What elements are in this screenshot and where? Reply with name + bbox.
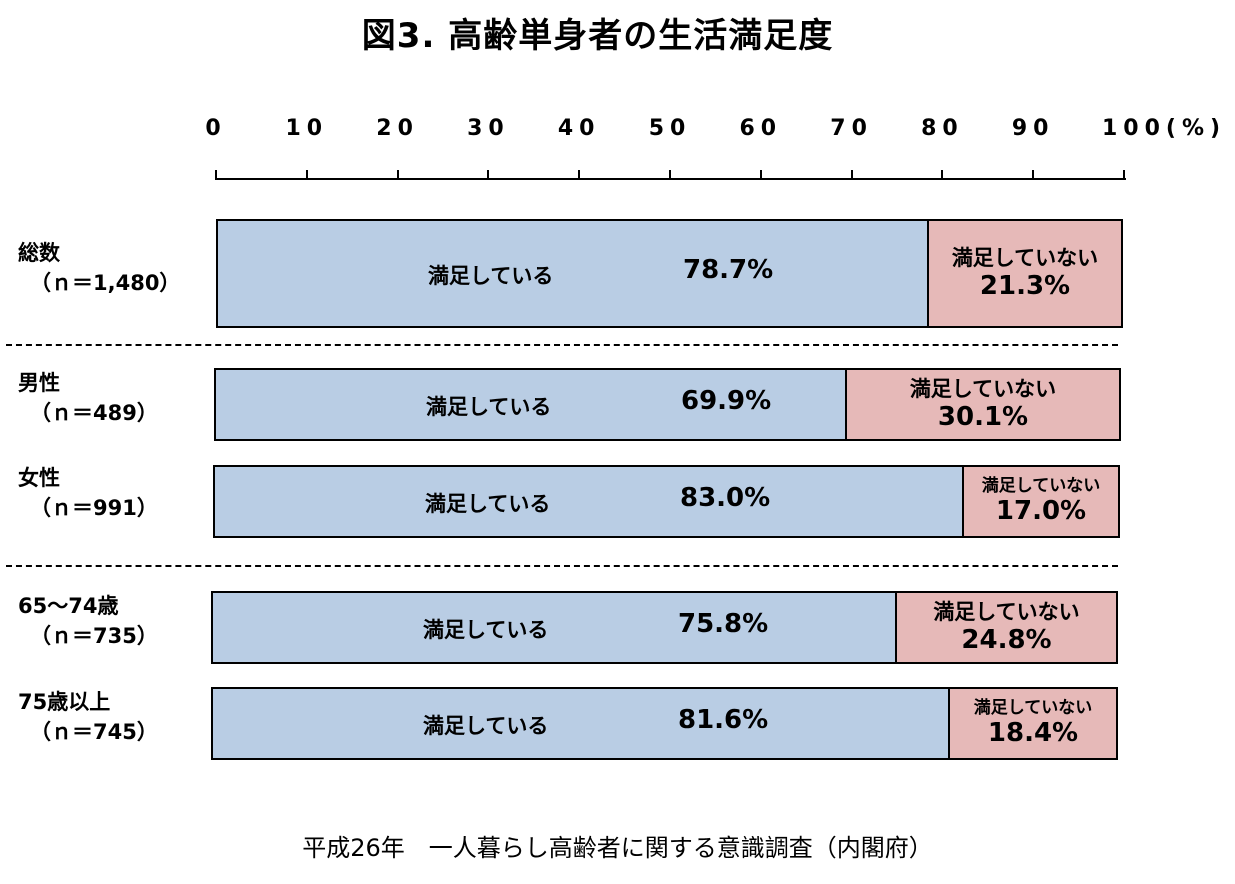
not-satisfied-value-label: 30.1% [937, 401, 1029, 432]
x-tick-label: 10 [285, 116, 329, 141]
bar-segment-not-satisfied: 満足していない 30.1% [847, 370, 1119, 439]
x-tick-mark [396, 170, 399, 180]
group-divider-1 [6, 344, 1118, 346]
stacked-bar: 満足している 83.0% 満足していない 17.0% [213, 465, 1120, 538]
x-tick-mark [759, 170, 762, 180]
source-note: 平成26年 一人暮らし高齢者に関する意識調査（内閣府） [302, 834, 933, 862]
x-tick-label: 70 [830, 116, 873, 141]
x-tick-label: 60 [739, 116, 783, 141]
stacked-bar: 満足している 81.6% 満足していない 18.4% [211, 687, 1118, 760]
x-tick-mark [305, 170, 308, 180]
group-divider-2 [6, 565, 1118, 567]
x-tick-label: 40 [557, 116, 601, 141]
satisfied-value-label: 81.6% [678, 704, 769, 735]
x-tick-mark [850, 170, 853, 180]
bar-segment-satisfied: 満足している 69.9% [216, 370, 847, 439]
x-tick-label: 100(%) [1101, 116, 1227, 141]
x-tick-label: 90 [1011, 116, 1055, 141]
row-label-sample-size: （ｎ＝735） [30, 624, 158, 648]
row-label-sample-size: （ｎ＝489） [30, 401, 158, 425]
not-satisfied-value-label: 21.3% [979, 270, 1071, 301]
row-label: 女性 （ｎ＝991） [18, 463, 158, 523]
not-satisfied-series-label: 満足していない [973, 697, 1093, 718]
satisfied-value-label: 75.8% [678, 608, 769, 639]
x-axis-line [216, 178, 1126, 180]
x-tick-label: 0 [205, 116, 227, 141]
row-label-sample-size: （ｎ＝1,480） [30, 271, 181, 295]
x-tick-label: 50 [648, 116, 692, 141]
x-tick-mark [1032, 170, 1035, 180]
not-satisfied-series-label: 満足していない [981, 475, 1101, 496]
satisfied-value-label: 69.9% [681, 385, 772, 416]
row-label: 75歳以上 （ｎ＝745） [18, 687, 158, 747]
stacked-bar: 満足している 75.8% 満足していない 24.8% [211, 591, 1118, 664]
not-satisfied-value-label: 24.8% [961, 624, 1052, 655]
not-satisfied-series-label: 満足していない [951, 245, 1099, 270]
satisfied-series-label: 満足している [423, 713, 549, 738]
bar-segment-not-satisfied: 満足していない 24.8% [897, 593, 1116, 662]
row-label-name: 総数 [18, 241, 60, 265]
row-label: 65～74歳 （ｎ＝735） [18, 591, 158, 651]
row-label-name: 65～74歳 [18, 594, 119, 618]
x-tick-label: 20 [376, 116, 419, 141]
satisfied-value-label: 83.0% [680, 482, 771, 513]
x-tick-mark [215, 170, 217, 180]
bar-segment-not-satisfied: 満足していない 21.3% [929, 221, 1121, 326]
row-label: 総数 （ｎ＝1,480） [18, 238, 180, 298]
not-satisfied-series-label: 満足していない [933, 599, 1080, 624]
x-tick-mark [487, 170, 490, 180]
not-satisfied-series-label: 満足していない [909, 376, 1057, 401]
x-tick-mark [941, 170, 944, 180]
row-label-sample-size: （ｎ＝991） [30, 496, 158, 520]
x-tick-mark [669, 170, 671, 180]
satisfied-series-label: 満足している [428, 263, 554, 288]
chart-title: 図3. 高齢単身者の生活満足度 [361, 16, 834, 56]
stacked-bar: 満足している 69.9% 満足していない 30.1% [214, 368, 1121, 441]
x-tick-label: 30 [467, 116, 510, 141]
not-satisfied-value-label: 17.0% [995, 496, 1087, 527]
not-satisfied-value-label: 18.4% [987, 718, 1079, 749]
bar-segment-not-satisfied: 満足していない 18.4% [950, 689, 1116, 758]
bar-segment-not-satisfied: 満足していない 17.0% [964, 467, 1118, 536]
row-label: 男性 （ｎ＝489） [18, 368, 158, 428]
row-label-name: 75歳以上 [18, 690, 111, 714]
satisfied-series-label: 満足している [425, 491, 551, 516]
bar-segment-satisfied: 満足している 78.7% [218, 221, 929, 326]
bar-segment-satisfied: 満足している 81.6% [213, 689, 950, 758]
bar-segment-satisfied: 満足している 75.8% [213, 593, 897, 662]
row-label-name: 男性 [18, 371, 60, 395]
stacked-bar: 満足している 78.7% 満足していない 21.3% [216, 219, 1123, 328]
row-label-sample-size: （ｎ＝745） [30, 720, 158, 744]
x-tick-mark [1123, 170, 1125, 180]
x-tick-mark [578, 170, 581, 180]
satisfied-series-label: 満足している [426, 394, 552, 419]
bar-segment-satisfied: 満足している 83.0% [215, 467, 964, 536]
satisfied-series-label: 満足している [423, 617, 549, 642]
satisfied-value-label: 78.7% [683, 254, 774, 285]
x-tick-label: 80 [921, 116, 964, 141]
row-label-name: 女性 [18, 466, 60, 490]
